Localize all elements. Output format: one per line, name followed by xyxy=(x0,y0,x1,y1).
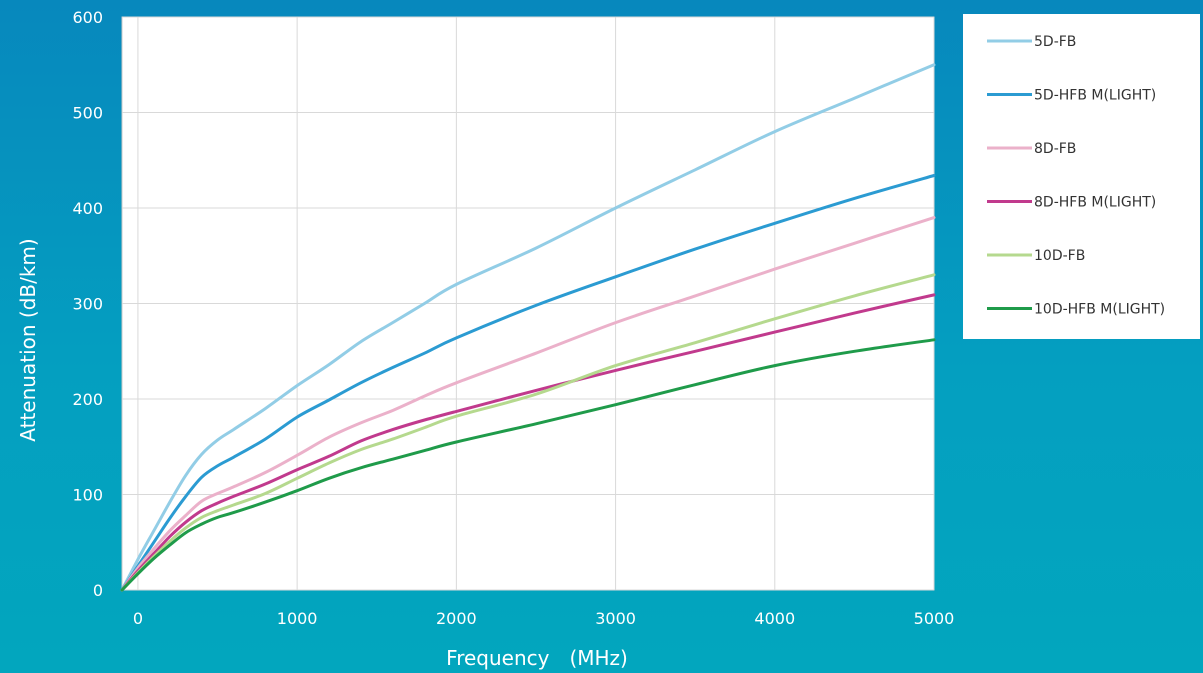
legend-item: 8D-HFB M(LIGHT) xyxy=(987,195,1156,211)
series-line-6 xyxy=(120,338,936,592)
legend-label: 8D-FB xyxy=(1034,141,1076,157)
grid-lines xyxy=(122,16,935,591)
legend-label: 10D-HFB M(LIGHT) xyxy=(1034,302,1165,318)
x-tick-label: 4000 xyxy=(754,609,795,628)
series-line-2 xyxy=(120,174,936,592)
legend-item: 8D-FB xyxy=(987,141,1076,157)
y-tick-label: 400 xyxy=(72,199,103,218)
legend-box xyxy=(963,14,1200,339)
y-axis-tick-labels: 0 100 200 300 400 500 600 xyxy=(72,8,103,600)
series-lines xyxy=(120,63,936,592)
y-tick-label: 500 xyxy=(72,104,103,123)
x-tick-label: 3000 xyxy=(595,609,636,628)
x-tick-label: 2000 xyxy=(436,609,477,628)
y-tick-label: 200 xyxy=(72,390,103,409)
legend-label: 5D-FB xyxy=(1034,34,1076,50)
y-tick-label: 100 xyxy=(72,486,103,505)
x-tick-label: 1000 xyxy=(277,609,318,628)
series-line-3 xyxy=(120,216,936,592)
legend-item: 5D-HFB M(LIGHT) xyxy=(987,88,1156,104)
y-tick-label: 600 xyxy=(72,8,103,27)
series-line-4 xyxy=(120,293,936,592)
x-tick-label: 0 xyxy=(133,609,143,628)
y-tick-label: 300 xyxy=(72,295,103,314)
legend-item: 10D-FB xyxy=(987,248,1085,264)
x-tick-label: 5000 xyxy=(914,609,955,628)
x-axis-tick-labels: 0 1000 2000 3000 4000 5000 xyxy=(133,609,955,628)
legend-label: 8D-HFB M(LIGHT) xyxy=(1034,195,1156,211)
y-tick-label: 0 xyxy=(93,581,103,600)
legend-item: 5D-FB xyxy=(987,34,1076,50)
x-axis-title: Frequency (MHz) xyxy=(446,646,628,670)
legend: 5D-FB 5D-HFB M(LIGHT) 8D-FB 8D-HFB M(LIGHT)… xyxy=(963,14,1200,339)
legend-item: 10D-HFB M(LIGHT) xyxy=(987,302,1165,318)
legend-label: 10D-FB xyxy=(1034,248,1085,264)
y-axis-title: Attenuation (dB/km) xyxy=(16,238,40,441)
series-line-5 xyxy=(120,273,936,592)
series-line-1 xyxy=(120,63,936,592)
legend-label: 5D-HFB M(LIGHT) xyxy=(1034,88,1156,104)
